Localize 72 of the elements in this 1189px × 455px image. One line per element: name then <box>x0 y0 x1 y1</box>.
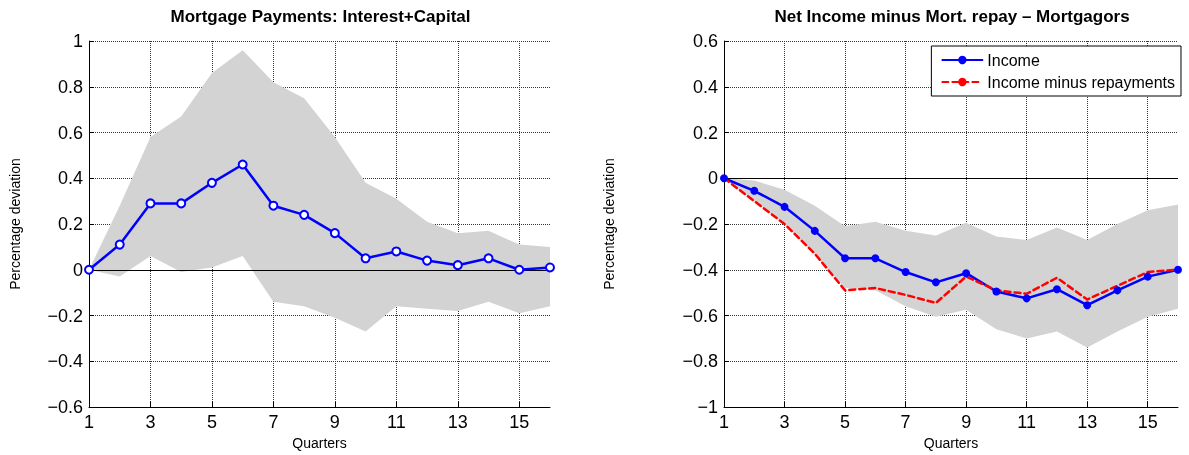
point <box>206 177 217 188</box>
x-tick-label: 11 <box>1017 412 1037 432</box>
point <box>114 239 125 250</box>
point <box>84 264 94 275</box>
y-axis-title: Percentage deviation <box>7 158 23 290</box>
x-axis-title: Quarters <box>923 434 979 451</box>
x-tick-label: 9 <box>961 412 972 432</box>
point <box>810 226 819 235</box>
y-tick-label: −1 <box>697 397 718 417</box>
y-tick-label: −0.6 <box>682 305 718 326</box>
point <box>514 264 525 275</box>
y-tick-label: −0.4 <box>682 259 718 280</box>
point <box>545 262 555 273</box>
x-tick-label: 9 <box>329 412 340 432</box>
x-tick-label: 15 <box>509 412 530 432</box>
x-tick-label: 3 <box>779 412 790 432</box>
point <box>901 268 910 277</box>
y-tick-label: 0.2 <box>57 214 83 234</box>
legend-label: Income minus repayments <box>987 73 1176 91</box>
point <box>871 254 880 263</box>
y-tick-label: −0.6 <box>47 397 83 417</box>
y-tick-label: 0.4 <box>692 76 718 97</box>
y-tick-label: −0.4 <box>47 351 83 372</box>
x-tick-label: 7 <box>268 412 279 432</box>
chart-title: Mortgage Payments: Interest+Capital <box>170 7 471 26</box>
point <box>720 174 728 183</box>
point <box>1083 301 1092 310</box>
chart-title: Net Income minus Mort. repay – Mortgagors <box>774 7 1130 26</box>
y-tick-label: −0.8 <box>682 351 718 372</box>
point <box>750 186 759 195</box>
y-tick-label: 0.2 <box>692 122 718 143</box>
y-tick-label: −0.2 <box>47 305 83 326</box>
legend-label: Income <box>987 51 1040 69</box>
y-tick-label: 1 <box>72 31 83 51</box>
point <box>931 278 940 287</box>
point <box>1143 272 1152 281</box>
point <box>391 246 402 257</box>
y-axis-title: Percentage deviation <box>601 158 617 290</box>
point <box>299 209 310 220</box>
point <box>145 198 156 209</box>
point <box>841 254 850 263</box>
y-tick-label: 0.4 <box>57 168 83 189</box>
point <box>483 253 494 264</box>
x-tick-label: 15 <box>1137 412 1158 432</box>
point <box>1113 286 1122 295</box>
x-tick-label: 11 <box>386 412 406 432</box>
x-tick-label: 5 <box>840 412 851 432</box>
point <box>1022 294 1031 303</box>
point <box>992 287 1001 296</box>
point <box>452 260 463 271</box>
point <box>1174 265 1182 274</box>
point <box>329 228 340 239</box>
y-tick-label: 0.8 <box>57 76 83 97</box>
point <box>268 200 279 211</box>
x-tick-label: 7 <box>900 412 911 432</box>
point <box>962 269 971 278</box>
point <box>422 255 433 266</box>
y-tick-label: 0 <box>707 168 718 189</box>
x-tick-label: 5 <box>206 412 217 432</box>
x-tick-label: 3 <box>145 412 156 432</box>
x-axis-title: Quarters <box>292 434 347 451</box>
y-tick-label: 0.6 <box>692 31 718 51</box>
y-tick-label: −0.2 <box>682 214 718 234</box>
point <box>1052 285 1061 294</box>
y-tick-label: 0 <box>72 259 83 280</box>
point <box>176 198 187 209</box>
point <box>780 202 789 211</box>
x-tick-label: 13 <box>447 412 468 432</box>
y-tick-label: 0.6 <box>57 122 83 143</box>
point <box>237 159 248 170</box>
x-tick-label: 13 <box>1077 412 1098 432</box>
point <box>360 253 371 264</box>
